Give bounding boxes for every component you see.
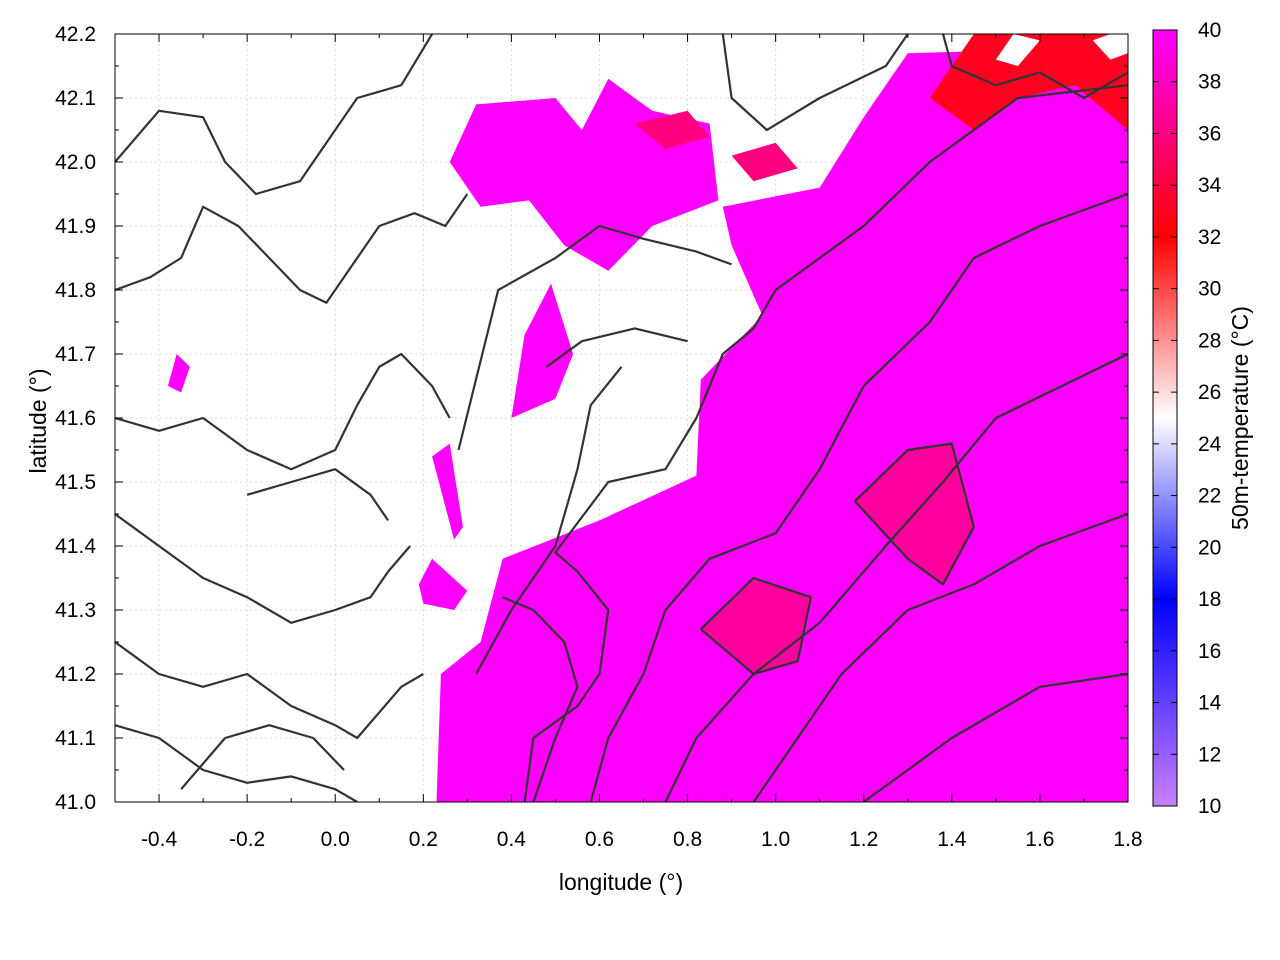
field-region xyxy=(731,142,798,182)
y-tick-label: 41.3 xyxy=(55,599,96,622)
colorbar-tick-label: 14 xyxy=(1198,692,1222,715)
field-region xyxy=(167,354,190,393)
x-tick-label: -0.4 xyxy=(141,828,178,851)
field-region xyxy=(436,46,1128,802)
contour-line xyxy=(545,327,688,368)
colorbar-tick-label: 16 xyxy=(1198,640,1221,663)
colorbar-tick-label: 20 xyxy=(1198,536,1221,559)
field-region xyxy=(634,110,710,150)
field-region xyxy=(432,443,463,540)
x-tick-label: 0.4 xyxy=(497,828,527,851)
field-region xyxy=(929,34,1128,130)
contour-line xyxy=(180,724,345,790)
y-tick-label: 41.1 xyxy=(55,727,96,750)
x-tick-label: -0.2 xyxy=(229,828,265,851)
colorbar-tick-label: 30 xyxy=(1198,278,1221,301)
y-tick-label: 42.1 xyxy=(55,87,96,110)
contour-lines xyxy=(115,34,1128,802)
x-tick-label: 1.6 xyxy=(1025,828,1054,851)
contour-line xyxy=(246,468,390,522)
colorbar-tick-label: 24 xyxy=(1198,433,1222,456)
contour-line xyxy=(863,672,1128,802)
colorbar-tick-label: 18 xyxy=(1198,588,1221,611)
contour-line xyxy=(589,192,1128,802)
x-tick-label: 0.2 xyxy=(409,828,438,851)
y-tick-label: 41.5 xyxy=(55,471,96,494)
colorbar-tick-label: 40 xyxy=(1198,19,1221,42)
colorbar xyxy=(1152,29,1178,807)
x-tick-label: 1.4 xyxy=(937,828,967,851)
y-tick-label: 41.7 xyxy=(55,343,96,366)
contour-line xyxy=(752,512,1128,802)
colorbar-tick-label: 34 xyxy=(1198,174,1222,197)
x-tick-label: 1.0 xyxy=(761,828,790,851)
x-axis-ticks: -0.4 -0.2 0.0 0.2 0.4 0.6 0.8 1.0 1.2 1.4 1.6 1.8 xyxy=(141,34,1143,851)
colorbar-tick-label: 10 xyxy=(1198,795,1221,818)
contour-line xyxy=(941,34,1128,100)
contour-line xyxy=(115,513,411,624)
contour-line xyxy=(721,34,909,132)
x-tick-label: 0.0 xyxy=(321,828,350,851)
field-region xyxy=(1092,34,1128,60)
y-tick-label: 42.0 xyxy=(55,151,96,174)
field-region xyxy=(449,78,719,271)
y-tick-label: 41.0 xyxy=(55,791,96,814)
temperature-field xyxy=(167,34,1128,802)
x-tick-label: 1.8 xyxy=(1113,828,1142,851)
colorbar-tick-label: 28 xyxy=(1198,329,1221,352)
colorbar-tick-label: 22 xyxy=(1198,485,1221,508)
contour-line xyxy=(115,352,451,471)
contour-line xyxy=(115,724,358,802)
y-tick-label: 41.4 xyxy=(55,535,96,558)
field-region xyxy=(418,558,468,610)
contour-line xyxy=(523,84,1128,802)
contour-line xyxy=(115,34,434,196)
y-axis-label: latitude (°) xyxy=(25,368,51,473)
x-tick-label: 0.8 xyxy=(673,828,702,851)
contour-line xyxy=(457,224,732,451)
x-axis-label: longitude (°) xyxy=(559,869,683,895)
colorbar-tick-label: 32 xyxy=(1198,226,1221,249)
contour-line xyxy=(502,596,579,802)
field-region xyxy=(511,283,574,418)
contour-line xyxy=(115,641,424,740)
y-axis-ticks: 41.0 41.1 41.2 41.3 41.4 41.5 41.6 41.7 41.8 41.9… xyxy=(55,23,1128,814)
colorbar-label: 50m-temperature (°C) xyxy=(1227,306,1253,530)
y-tick-label: 41.9 xyxy=(55,215,96,238)
x-tick-label: 1.2 xyxy=(849,828,878,851)
y-tick-label: 41.8 xyxy=(55,279,96,302)
colorbar-ticks: 10 12 14 16 18 20 22 24 26 28 30 32 34 36 38 40 xyxy=(1153,19,1222,818)
colorbar-tick-label: 38 xyxy=(1198,71,1221,94)
y-tick-label: 42.2 xyxy=(55,23,96,46)
colorbar-tick-label: 26 xyxy=(1198,381,1221,404)
colorbar-tick-label: 12 xyxy=(1198,743,1221,766)
contour-line xyxy=(115,193,469,304)
x-tick-label: 0.6 xyxy=(585,828,614,851)
contour-line xyxy=(664,353,1128,802)
field-region xyxy=(995,34,1040,66)
contour-line xyxy=(700,576,813,676)
y-tick-label: 41.6 xyxy=(55,407,96,430)
y-tick-label: 41.2 xyxy=(55,663,96,686)
colorbar-tick-label: 36 xyxy=(1198,122,1221,145)
contour-line xyxy=(475,366,623,675)
contour-line xyxy=(854,442,975,586)
